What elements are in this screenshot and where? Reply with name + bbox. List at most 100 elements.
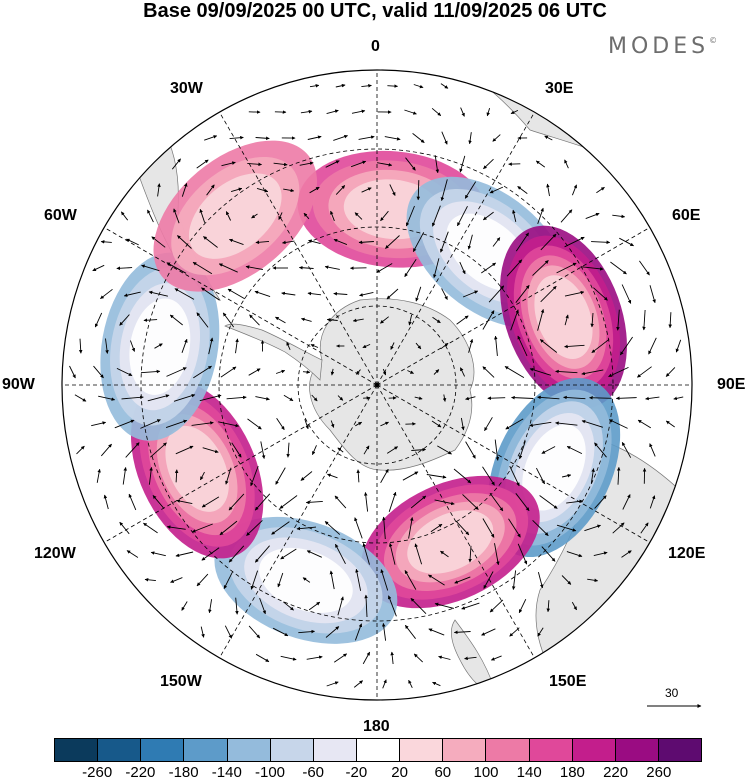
wind-vector	[376, 263, 393, 273]
wind-vector	[305, 500, 323, 505]
wind-vector	[408, 314, 413, 326]
wind-vector	[382, 368, 387, 376]
wind-vector	[280, 548, 297, 560]
wind-vector	[354, 623, 363, 641]
wind-vector	[482, 310, 495, 330]
wind-vector	[544, 135, 553, 141]
wind-vector	[174, 469, 179, 483]
wind-vector	[413, 84, 424, 89]
wind-vector	[250, 465, 259, 487]
colorbar-tick-10: 140	[516, 764, 542, 781]
wind-vector	[310, 344, 319, 348]
reference-arrow-icon	[647, 704, 702, 708]
wind-vector	[541, 546, 556, 562]
wind-vector	[157, 183, 161, 197]
wind-vector	[649, 495, 656, 509]
wind-vector	[150, 551, 166, 557]
wind-vector	[668, 312, 672, 329]
wind-vector	[535, 160, 546, 168]
wind-vector	[589, 395, 612, 400]
wind-vector	[141, 264, 160, 272]
wind-vector	[410, 597, 427, 615]
wind-vector	[665, 367, 676, 377]
wind-vector	[251, 213, 258, 219]
wind-vector	[433, 369, 440, 375]
wind-vector	[260, 441, 266, 459]
meridian-30	[376, 106, 538, 386]
wind-vector	[152, 495, 165, 509]
wind-vector	[467, 234, 473, 250]
wind-vector	[308, 239, 321, 245]
wind-vector	[411, 447, 426, 452]
wind-vector	[333, 238, 348, 246]
wind-vector	[174, 288, 195, 300]
wind-vector	[428, 574, 445, 586]
meridian-240	[98, 384, 378, 546]
wind-vector	[388, 542, 396, 565]
wind-vector	[330, 420, 335, 428]
wind-vector	[453, 630, 471, 635]
wind-vector	[92, 264, 105, 272]
wind-vector	[202, 447, 219, 454]
wind-vector	[358, 240, 374, 245]
wind-vector	[335, 185, 346, 195]
wind-vector	[590, 312, 594, 328]
wind-vector	[518, 599, 527, 614]
wind-vector	[517, 186, 528, 194]
wind-vector	[537, 571, 544, 589]
wind-vector	[229, 238, 244, 246]
wind-vector	[581, 266, 604, 271]
wind-vector	[675, 339, 682, 353]
wind-vector	[165, 419, 188, 429]
wind-vector	[280, 655, 297, 661]
wind-vector	[486, 107, 491, 117]
wind-vector	[459, 155, 466, 173]
wind-vector	[509, 465, 520, 487]
wind-vector	[302, 577, 311, 583]
wind-vector	[537, 309, 545, 331]
wind-vector	[119, 314, 130, 326]
wind-vector	[333, 134, 348, 141]
wind-vector	[441, 288, 448, 300]
reference-vector: 30	[645, 686, 705, 716]
wind-vector	[380, 210, 389, 222]
wind-vector	[150, 442, 167, 458]
wind-vector	[581, 419, 604, 428]
wind-vector	[434, 499, 455, 506]
wind-vector	[593, 551, 608, 557]
wind-vector	[74, 394, 87, 402]
wind-vector	[246, 520, 263, 536]
brand-mark: ©	[709, 36, 718, 45]
wind-vector	[120, 211, 129, 221]
wind-vector	[642, 309, 646, 331]
wind-vector	[326, 318, 338, 322]
wind-vector	[387, 84, 398, 88]
wind-vector	[408, 679, 413, 688]
wind-vector	[564, 236, 585, 248]
wind-vector	[248, 368, 261, 376]
wind-vector	[140, 369, 161, 374]
wind-vector	[333, 653, 347, 663]
wind-vector	[404, 625, 416, 639]
wind-vector	[143, 522, 158, 534]
wind-vector	[591, 240, 611, 245]
wind-vector	[456, 205, 468, 227]
wind-vector	[539, 495, 558, 509]
wind-vector	[453, 468, 472, 484]
wind-vector	[121, 395, 144, 400]
wind-vector	[615, 396, 637, 401]
modes-logo: MODES©	[608, 34, 717, 59]
wind-vector	[441, 131, 448, 145]
wind-vector	[460, 107, 465, 117]
wind-vector	[619, 237, 634, 247]
wind-vector	[673, 396, 684, 401]
lon-label-90e: 90E	[717, 376, 746, 393]
wind-vector	[254, 493, 271, 511]
colorbar	[54, 738, 702, 762]
wind-vector	[358, 135, 375, 140]
wind-vector	[307, 135, 322, 140]
wind-vector	[380, 569, 389, 591]
wind-vector	[218, 421, 240, 428]
wind-vector	[300, 109, 313, 114]
wind-vector	[69, 365, 76, 379]
